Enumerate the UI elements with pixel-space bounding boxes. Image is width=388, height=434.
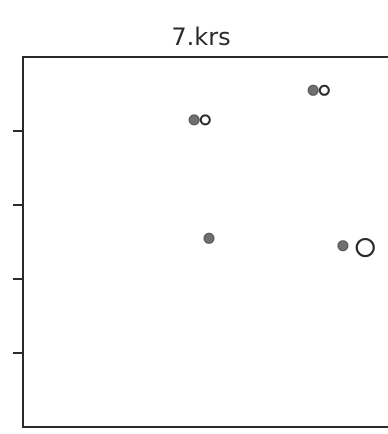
filled-point-2 — [307, 84, 319, 96]
filled-point-3 — [203, 232, 215, 244]
filled-point-4 — [337, 240, 349, 252]
y-axis-ticks — [13, 130, 23, 354]
open-point-1 — [199, 114, 211, 126]
open-point-2 — [318, 84, 330, 96]
open-point-3 — [355, 237, 375, 258]
filled-point-1 — [188, 114, 200, 126]
chart-title: 7.krs — [171, 23, 230, 51]
plot-frame — [22, 56, 388, 428]
data-points — [188, 84, 375, 258]
